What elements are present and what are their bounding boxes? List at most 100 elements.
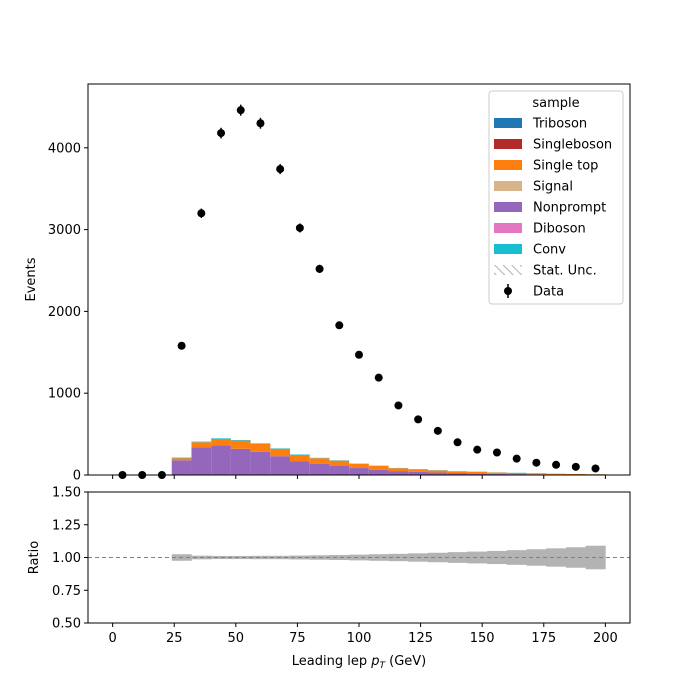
- main-plot-panel: 0 1000 2000 3000 4000 Events sample Triboson Sin…: [24, 83, 631, 484]
- data-point: [355, 350, 363, 359]
- legend-swatch: [494, 118, 522, 128]
- data-point: [414, 415, 423, 424]
- y-tick-label: 3000: [48, 223, 81, 238]
- bar-single-top: [329, 460, 350, 466]
- ratio-y-tick-label: 0.75: [52, 584, 81, 599]
- ratio-y-axis-label: Ratio: [27, 541, 42, 574]
- series-conv: [171, 438, 606, 475]
- bar-nonprompt: [171, 460, 192, 475]
- bar-nonprompt: [467, 473, 488, 475]
- bar-single-top: [546, 473, 566, 475]
- x-tick-label: 50: [228, 631, 245, 646]
- uncertainty-band-bin: [349, 554, 370, 561]
- bar-single-top: [309, 458, 330, 464]
- bar-single-top: [230, 440, 251, 449]
- bar-nonprompt: [427, 472, 448, 475]
- uncertainty-band-bin: [250, 555, 271, 560]
- data-point: [197, 209, 206, 218]
- x-axis-label-symbol: p: [370, 654, 379, 669]
- bar-nonprompt: [408, 471, 428, 475]
- bar-nonprompt: [270, 456, 291, 475]
- uncertainty-band-bin: [329, 555, 350, 560]
- legend: sample Triboson Singleboson Single top Signa…: [488, 90, 624, 305]
- legend-swatch-hatched: [494, 265, 522, 275]
- legend-entry-data: Data: [504, 284, 564, 300]
- y-tick-label: 4000: [48, 141, 81, 156]
- series-data: [118, 104, 600, 479]
- data-point: [512, 454, 521, 463]
- legend-entry-singleboson: Singleboson: [494, 138, 612, 153]
- uncertainty-band-bin: [427, 552, 448, 563]
- legend-entry-triboson: Triboson: [494, 117, 587, 132]
- legend-entry-signal: Signal: [494, 180, 573, 195]
- x-tick-label: 125: [408, 631, 433, 646]
- legend-swatch: [494, 181, 522, 191]
- bar-conv: [230, 439, 251, 441]
- legend-swatch: [494, 244, 522, 254]
- series-nonprompt: [171, 445, 606, 475]
- legend-label: Nonprompt: [533, 201, 606, 216]
- legend-label: Singleboson: [533, 138, 612, 153]
- x-axis-label-subscript: T: [379, 661, 386, 671]
- legend-swatch: [494, 160, 522, 170]
- data-point: [453, 438, 462, 447]
- x-tick-label: 25: [166, 631, 183, 646]
- legend-swatch: [494, 202, 522, 212]
- bar-single-top: [447, 471, 468, 474]
- y-tick-label: 0: [73, 469, 81, 484]
- bar-nonprompt: [447, 473, 468, 475]
- data-point: [532, 458, 541, 467]
- data-point: [276, 165, 285, 174]
- ratio-y-tick-label: 1.25: [52, 518, 81, 533]
- uncertainty-band-bin: [447, 552, 468, 563]
- bar-nonprompt: [250, 451, 271, 475]
- data-point: [315, 264, 324, 273]
- data-point: [552, 460, 561, 469]
- bar-single-top: [349, 463, 369, 469]
- data-point: [295, 223, 304, 232]
- legend-box: [488, 90, 624, 305]
- x-tick-label: 150: [470, 631, 495, 646]
- uncertainty-band-bin: [467, 551, 488, 564]
- data-point: [473, 445, 482, 454]
- bar-nonprompt: [388, 471, 409, 475]
- bar-nonprompt: [368, 469, 389, 475]
- bar-single-top: [171, 458, 192, 461]
- data-point: [335, 321, 344, 330]
- bar-single-top: [565, 474, 586, 475]
- bar-nonprompt: [211, 445, 231, 475]
- bar-conv: [191, 441, 212, 443]
- legend-label: Stat. Unc.: [533, 264, 597, 279]
- bar-nonprompt: [487, 473, 507, 475]
- x-tick-label: 100: [347, 631, 372, 646]
- y-tick-label: 2000: [48, 305, 81, 320]
- bar-nonprompt: [309, 463, 330, 475]
- legend-swatch: [494, 223, 522, 233]
- bar-single-top: [506, 472, 527, 475]
- data-point: [256, 119, 265, 128]
- bar-single-top: [270, 448, 291, 457]
- legend-entry-stat-unc: Stat. Unc.: [494, 264, 597, 279]
- data-point: [591, 464, 600, 473]
- data-point: [217, 129, 226, 138]
- x-axis-label-text: Leading lep: [292, 654, 371, 669]
- legend-entry-diboson: Diboson: [494, 222, 586, 237]
- bar-nonprompt: [290, 461, 310, 475]
- bar-single-top: [408, 469, 428, 472]
- ratio-y-tick-label: 0.50: [52, 617, 81, 632]
- ratio-plot-panel: 0.50 0.75 1.00 1.25 1.50 0 25 50 75 100 125 150 175 2…: [27, 486, 631, 646]
- bar-single-top: [211, 439, 231, 446]
- bar-conv: [250, 443, 271, 444]
- bar-conv: [171, 457, 192, 459]
- bar-nonprompt: [230, 448, 251, 475]
- bar-single-top: [487, 472, 507, 474]
- bar-single-top: [290, 454, 310, 462]
- bar-nonprompt: [191, 447, 212, 475]
- x-tick-label: 0: [108, 631, 116, 646]
- y-tick-label: 1000: [48, 387, 81, 402]
- bar-single-top: [191, 442, 212, 448]
- x-tick-label: 75: [289, 631, 306, 646]
- legend-label: Signal: [533, 180, 573, 195]
- legend-title: sample: [532, 96, 579, 111]
